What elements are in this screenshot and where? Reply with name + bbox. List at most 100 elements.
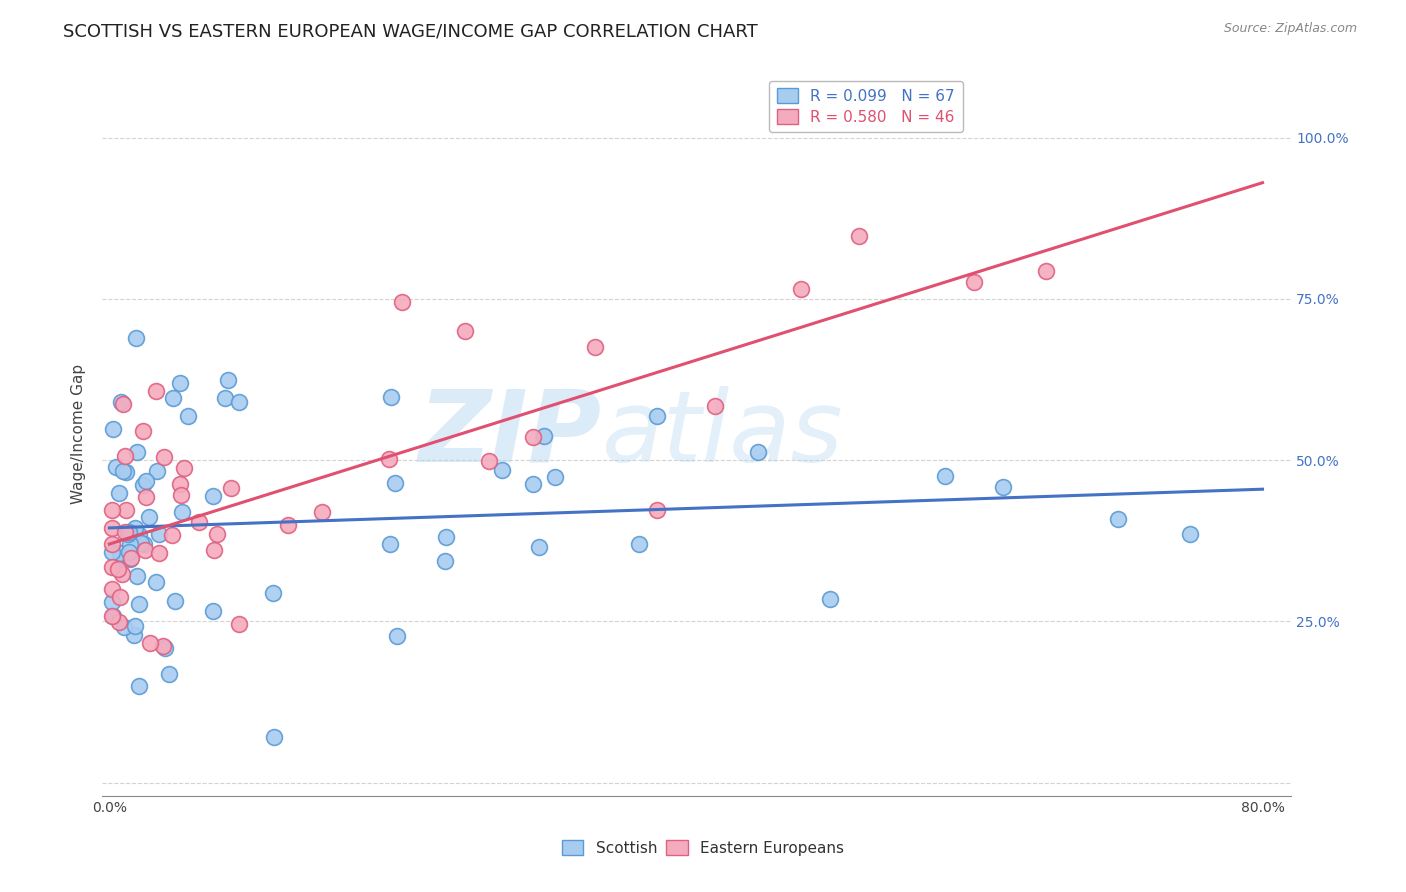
Point xyxy=(163,594,186,608)
Point xyxy=(454,324,477,338)
Point xyxy=(127,569,149,583)
Point xyxy=(108,546,131,560)
Point xyxy=(159,667,181,681)
Point xyxy=(311,505,333,519)
Point xyxy=(202,543,225,558)
Point xyxy=(202,604,225,618)
Point xyxy=(145,384,167,398)
Point xyxy=(110,395,132,409)
Point xyxy=(153,641,176,656)
Point xyxy=(101,582,124,597)
Point xyxy=(101,537,124,551)
Point xyxy=(111,566,134,581)
Point xyxy=(263,731,285,745)
Point xyxy=(120,552,142,566)
Point xyxy=(118,545,141,559)
Point xyxy=(205,527,228,541)
Point xyxy=(114,465,136,479)
Point xyxy=(101,545,124,559)
Point xyxy=(385,629,408,643)
Point xyxy=(132,478,155,492)
Point xyxy=(202,489,225,503)
Point xyxy=(522,477,544,491)
Point xyxy=(703,399,725,413)
Point xyxy=(522,430,544,444)
Y-axis label: Wage/Income Gap: Wage/Income Gap xyxy=(72,364,86,504)
Point xyxy=(544,470,567,484)
Text: atlas: atlas xyxy=(602,386,844,483)
Point xyxy=(162,391,184,405)
Point xyxy=(132,424,155,438)
Point xyxy=(134,543,156,558)
Point xyxy=(108,591,131,605)
Point xyxy=(434,530,457,544)
Point xyxy=(101,503,124,517)
Point xyxy=(152,640,174,654)
Point xyxy=(219,481,242,495)
Point xyxy=(146,465,169,479)
Point xyxy=(991,480,1014,494)
Point xyxy=(135,474,157,488)
Point xyxy=(790,282,813,296)
Point xyxy=(107,562,129,576)
Point xyxy=(214,391,236,405)
Point xyxy=(111,551,134,566)
Point xyxy=(645,409,668,423)
Point xyxy=(128,528,150,542)
Point xyxy=(434,554,457,568)
Point xyxy=(125,331,148,345)
Point xyxy=(139,636,162,650)
Point xyxy=(228,616,250,631)
Point xyxy=(533,429,555,443)
Text: SCOTTISH VS EASTERN EUROPEAN WAGE/INCOME GAP CORRELATION CHART: SCOTTISH VS EASTERN EUROPEAN WAGE/INCOME… xyxy=(63,22,758,40)
Point xyxy=(101,521,124,535)
Point xyxy=(177,409,200,424)
Point xyxy=(131,536,153,550)
Point xyxy=(101,560,124,574)
Point xyxy=(934,468,956,483)
Point xyxy=(148,527,170,541)
Point xyxy=(118,524,141,539)
Point xyxy=(188,515,211,529)
Point xyxy=(169,477,191,491)
Point xyxy=(380,390,402,404)
Point xyxy=(101,608,124,623)
Point xyxy=(217,373,239,387)
Point xyxy=(172,505,194,519)
Point xyxy=(114,525,136,540)
Point xyxy=(108,615,131,629)
Point xyxy=(491,463,513,477)
Point xyxy=(145,575,167,590)
Point xyxy=(169,376,191,391)
Point xyxy=(114,449,136,463)
Point xyxy=(108,486,131,500)
Point xyxy=(118,537,141,551)
Point xyxy=(124,618,146,632)
Point xyxy=(747,445,769,459)
Text: ZIP: ZIP xyxy=(419,386,602,483)
Point xyxy=(627,537,650,551)
Text: Source: ZipAtlas.com: Source: ZipAtlas.com xyxy=(1223,22,1357,36)
Point xyxy=(148,546,170,560)
Point xyxy=(963,275,986,289)
Point xyxy=(101,595,124,609)
Point xyxy=(818,592,841,607)
Point xyxy=(1035,264,1057,278)
Point xyxy=(228,395,250,409)
Point xyxy=(170,488,193,502)
Point xyxy=(1180,527,1202,541)
Point xyxy=(378,537,401,551)
Point xyxy=(583,340,606,354)
Point xyxy=(112,397,135,411)
Point xyxy=(125,445,148,459)
Point xyxy=(101,609,124,624)
Point xyxy=(478,454,501,468)
Point xyxy=(135,490,157,504)
Point xyxy=(138,510,160,524)
Point xyxy=(645,503,668,517)
Point xyxy=(848,229,870,244)
Point xyxy=(132,537,155,551)
Point xyxy=(128,679,150,693)
Point xyxy=(124,628,146,642)
Point xyxy=(277,517,299,532)
